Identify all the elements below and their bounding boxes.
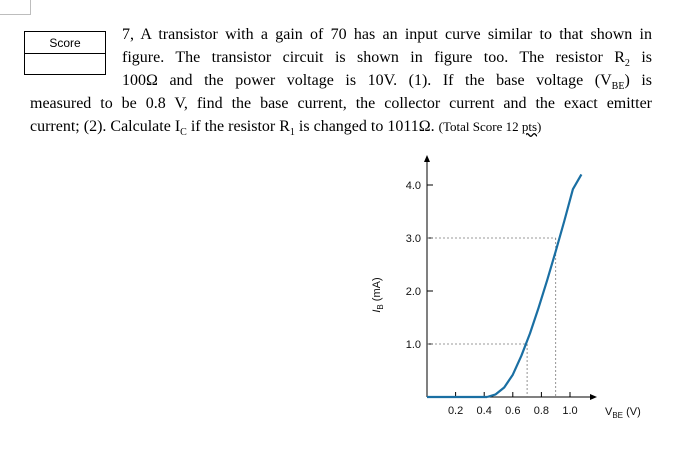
score-label: Score bbox=[25, 32, 105, 54]
y-tick-label: 4.0 bbox=[406, 180, 421, 192]
question-line-2: figure. The transistor circuit is shown … bbox=[122, 49, 653, 70]
score-box: Score bbox=[24, 31, 106, 75]
question-line-4: measured to be 0.8 V, find the base curr… bbox=[30, 95, 652, 112]
y-tick-label: 1.0 bbox=[406, 339, 421, 351]
x-tick-label: 0.8 bbox=[534, 405, 549, 417]
y-axis-arrow bbox=[424, 155, 430, 162]
x-tick-label: 0.6 bbox=[505, 405, 520, 417]
x-tick-label: 1.0 bbox=[562, 405, 577, 417]
total-score: (Total Score 12 pts) bbox=[438, 119, 542, 134]
x-tick-label: 0.2 bbox=[448, 405, 463, 417]
y-axis-label: IB (mA) bbox=[371, 277, 385, 312]
question-line-3: 100Ω and the power voltage is 10V. (1). … bbox=[122, 72, 653, 93]
ib-vbe-curve bbox=[486, 173, 583, 399]
y-tick-label: 3.0 bbox=[406, 233, 421, 245]
x-axis-arrow bbox=[590, 394, 597, 400]
page-corner-mark bbox=[0, 0, 31, 15]
question-line-1: 7, A transistor with a gain of 70 has an… bbox=[122, 26, 652, 43]
x-axis-label: VBE (V) bbox=[605, 406, 641, 420]
y-tick-label: 2.0 bbox=[406, 286, 421, 298]
question-line-5: current; (2). Calculate IC if the resist… bbox=[30, 118, 542, 139]
x-tick-label: 0.4 bbox=[477, 405, 492, 417]
